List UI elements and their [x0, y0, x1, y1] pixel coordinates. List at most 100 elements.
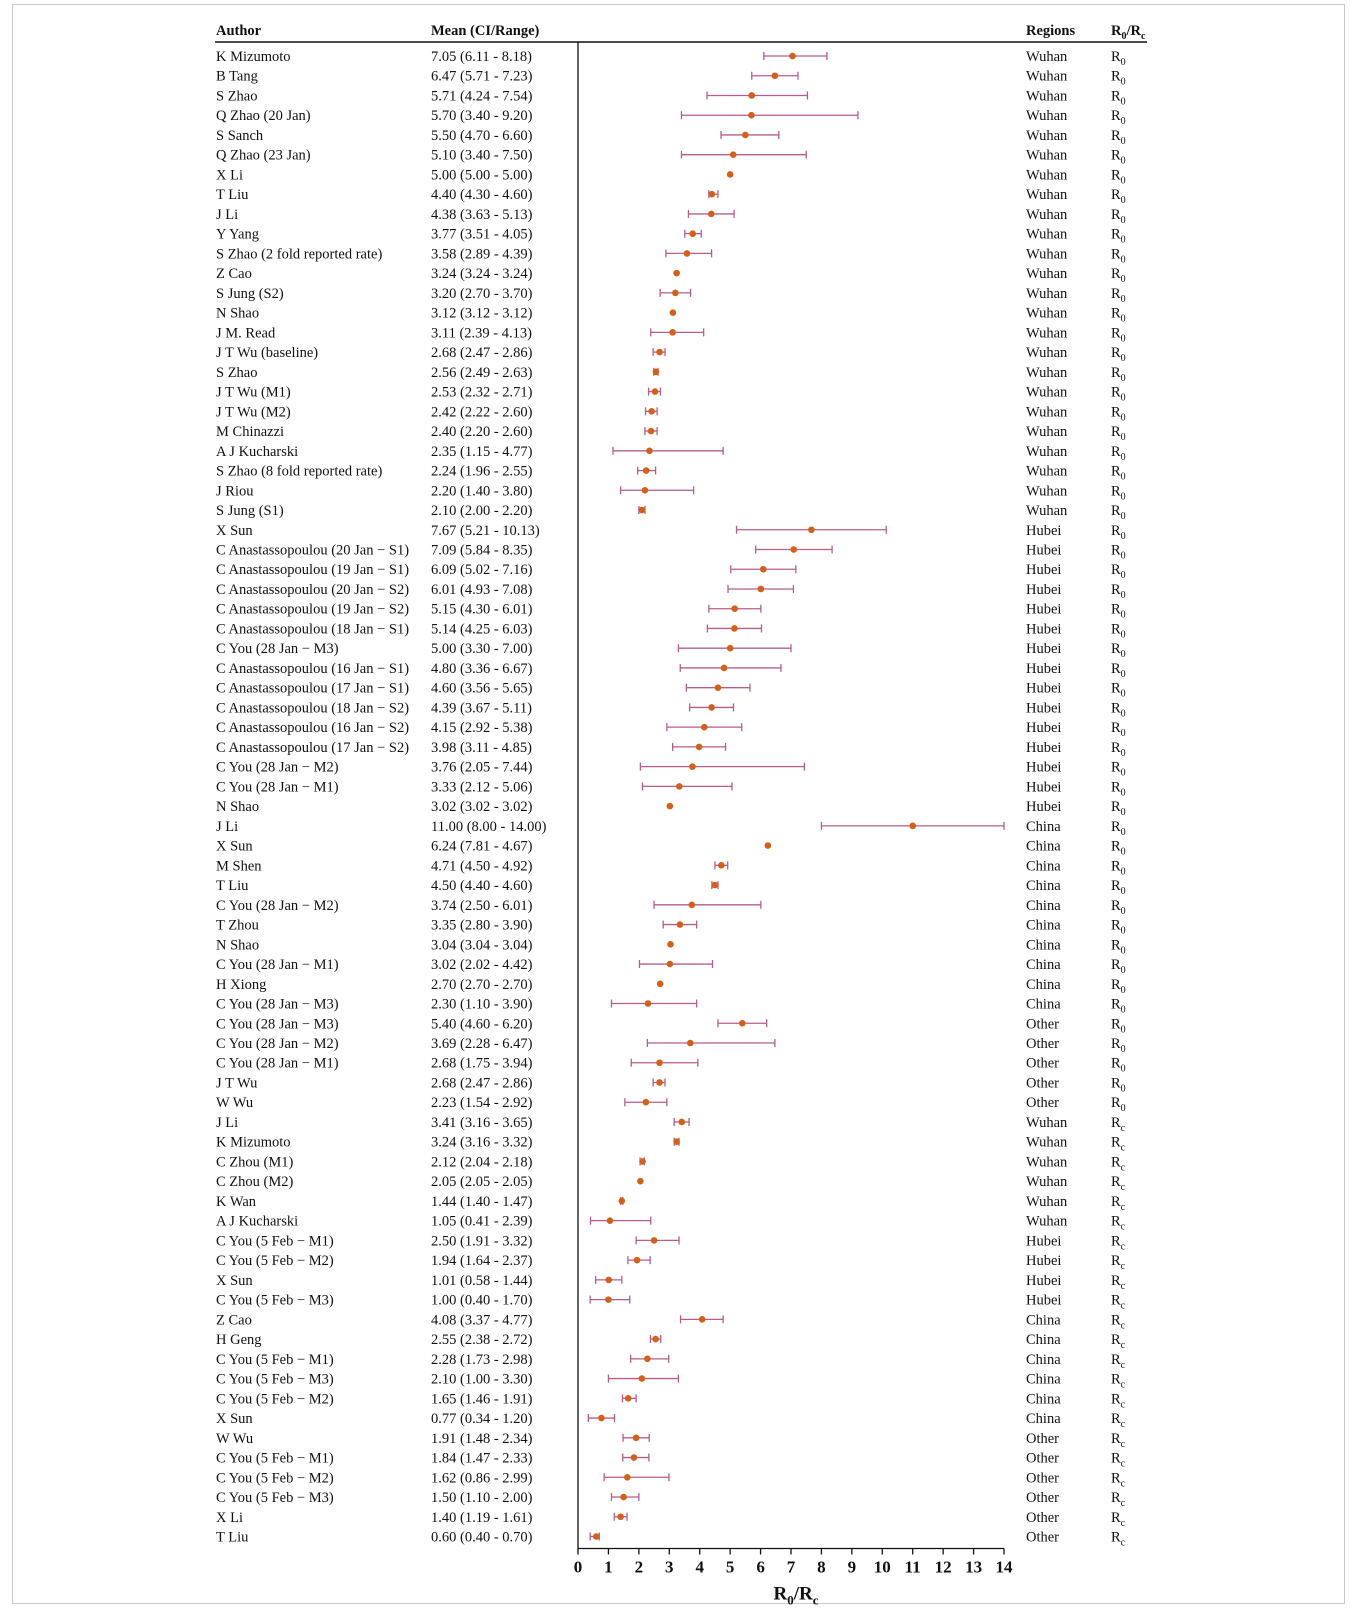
- row-author: C Anastassopoulou (17 Jan − S2): [216, 740, 409, 756]
- row-measure: R0: [1111, 918, 1126, 937]
- table-row: T Liu 0.60 (0.40 - 0.70) Other Rc: [216, 1530, 1126, 1549]
- row-measure: Rc: [1111, 1135, 1126, 1154]
- row-region: Wuhan: [1026, 227, 1068, 243]
- row-author: C You (28 Jan − M2): [216, 760, 339, 776]
- table-row: K Wan 1.44 (1.40 - 1.47) Wuhan Rc: [216, 1194, 1126, 1213]
- estimate-point: [641, 486, 649, 494]
- row-measure: R0: [1111, 483, 1126, 502]
- table-row: T Zhou 3.35 (2.80 - 3.90) China R0: [216, 918, 1126, 937]
- row-region: Hubei: [1026, 799, 1061, 815]
- row-mean-ci: 2.56 (2.49 - 2.63): [431, 365, 533, 381]
- row-mean-ci: 2.40 (2.20 - 2.60): [431, 424, 533, 440]
- row-mean-ci: 2.68 (1.75 - 3.94): [431, 1056, 533, 1072]
- table-row: C Zhou (M1) 2.12 (2.04 - 2.18) Wuhan Rc: [216, 1154, 1126, 1173]
- row-measure: R0: [1111, 49, 1126, 68]
- row-measure: R0: [1111, 424, 1126, 443]
- row-mean-ci: 2.55 (2.38 - 2.72): [431, 1332, 533, 1348]
- row-measure: R0: [1111, 306, 1126, 325]
- estimate-point: [651, 388, 659, 395]
- row-author: X Sun: [216, 839, 253, 855]
- table-row: H Xiong 2.70 (2.70 - 2.70) China R0: [216, 977, 1126, 996]
- table-row: S Zhao 5.71 (4.24 - 7.54) Wuhan R0: [216, 88, 1126, 107]
- table-row: J T Wu (baseline) 2.68 (2.47 - 2.86) Wuhan…: [216, 345, 1126, 364]
- row-author: J Li: [216, 1115, 238, 1131]
- estimate-point: [689, 763, 696, 770]
- x-tick-label: 1: [604, 1558, 613, 1577]
- x-tick-label: 9: [848, 1558, 857, 1577]
- row-region: Other: [1026, 1510, 1059, 1526]
- x-tick-label: 13: [965, 1558, 982, 1577]
- row-measure: R0: [1111, 681, 1126, 700]
- row-mean-ci: 2.10 (1.00 - 3.30): [431, 1372, 533, 1388]
- row-region: Other: [1026, 1036, 1059, 1052]
- row-author: C Anastassopoulou (18 Jan − S2): [216, 700, 409, 716]
- row-mean-ci: 4.71 (4.50 - 4.92): [431, 858, 533, 874]
- row-author: A J Kucharski: [216, 444, 298, 460]
- row-mean-ci: 1.50 (1.10 - 2.00): [431, 1490, 533, 1506]
- row-region: Hubei: [1026, 621, 1061, 637]
- row-region: Wuhan: [1026, 1214, 1068, 1230]
- table-row: Z Cao 4.08 (3.37 - 4.77) China Rc: [216, 1312, 1126, 1331]
- row-measure: R0: [1111, 503, 1126, 522]
- row-measure: R0: [1111, 385, 1126, 404]
- row-author: C Anastassopoulou (16 Jan − S1): [216, 661, 409, 677]
- row-mean-ci: 3.04 (3.04 - 3.04): [431, 937, 533, 953]
- row-mean-ci: 1.00 (0.40 - 1.70): [431, 1293, 533, 1309]
- row-region: Wuhan: [1026, 306, 1068, 322]
- row-author: W Wu: [216, 1095, 253, 1111]
- table-row: C You (28 Jan − M2) 3.69 (2.28 - 6.47) Oth…: [216, 1036, 1126, 1055]
- row-measure: Rc: [1111, 1115, 1126, 1134]
- row-measure: Rc: [1111, 1154, 1126, 1173]
- row-region: Hubei: [1026, 1253, 1061, 1269]
- x-tick-label: 7: [787, 1558, 796, 1577]
- row-mean-ci: 1.01 (0.58 - 1.44): [431, 1273, 533, 1289]
- estimate-point: [656, 348, 663, 356]
- estimate-point: [686, 1039, 694, 1047]
- estimate-point: [672, 289, 679, 297]
- row-region: China: [1026, 937, 1061, 953]
- row-region: Wuhan: [1026, 483, 1068, 499]
- row-measure: R0: [1111, 760, 1126, 779]
- row-measure: R0: [1111, 997, 1126, 1016]
- row-mean-ci: 2.12 (2.04 - 2.18): [431, 1154, 533, 1170]
- x-tick-label: 8: [817, 1558, 826, 1577]
- row-region: China: [1026, 1312, 1061, 1328]
- table-row: C Anastassopoulou (20 Jan − S2) 6.01 (4.9…: [216, 582, 1126, 601]
- row-author: C Anastassopoulou (17 Jan − S1): [216, 681, 409, 697]
- estimate-point: [673, 269, 680, 277]
- row-mean-ci: 2.30 (1.10 - 3.90): [431, 997, 533, 1013]
- row-mean-ci: 2.68 (2.47 - 2.86): [431, 1075, 533, 1091]
- row-mean-ci: 2.35 (1.15 - 4.77): [431, 444, 533, 460]
- x-tick-label: 2: [635, 1558, 644, 1577]
- row-region: Wuhan: [1026, 88, 1068, 104]
- row-author: S Zhao: [216, 88, 257, 104]
- row-author: M Shen: [216, 858, 262, 874]
- x-axis-label: R0/Rc: [773, 1584, 818, 1608]
- row-author: C Zhou (M2): [216, 1174, 294, 1190]
- row-measure: R0: [1111, 1016, 1126, 1035]
- table-row: C You (28 Jan − M1) 3.33 (2.12 - 5.06) Hub…: [216, 779, 1126, 798]
- row-region: Wuhan: [1026, 325, 1068, 341]
- estimate-point: [667, 941, 674, 948]
- row-author: C You (5 Feb − M2): [216, 1470, 334, 1486]
- row-measure: Rc: [1111, 1194, 1126, 1213]
- row-region: Hubei: [1026, 779, 1061, 795]
- row-mean-ci: 2.53 (2.32 - 2.71): [431, 385, 533, 401]
- row-mean-ci: 5.14 (4.25 - 6.03): [431, 621, 533, 637]
- row-region: Other: [1026, 1490, 1059, 1506]
- table-row: C You (28 Jan − M1) 2.68 (1.75 - 3.94) Oth…: [216, 1056, 1126, 1075]
- estimate-point: [646, 447, 653, 455]
- row-region: Wuhan: [1026, 424, 1068, 440]
- row-mean-ci: 3.11 (2.39 - 4.13): [431, 325, 532, 341]
- row-author: W Wu: [216, 1431, 253, 1447]
- table-row: X Sun 0.77 (0.34 - 1.20) China Rc: [216, 1411, 1126, 1430]
- row-region: Wuhan: [1026, 365, 1068, 381]
- row-author: C You (28 Jan − M2): [216, 898, 339, 914]
- table-row: B Tang 6.47 (5.71 - 7.23) Wuhan R0: [216, 69, 1126, 88]
- estimate-point: [656, 1079, 663, 1086]
- row-region: Hubei: [1026, 1233, 1061, 1249]
- row-measure: Rc: [1111, 1233, 1126, 1252]
- estimate-point: [708, 190, 716, 198]
- x-tick-label: 6: [756, 1558, 765, 1577]
- row-measure: R0: [1111, 523, 1126, 542]
